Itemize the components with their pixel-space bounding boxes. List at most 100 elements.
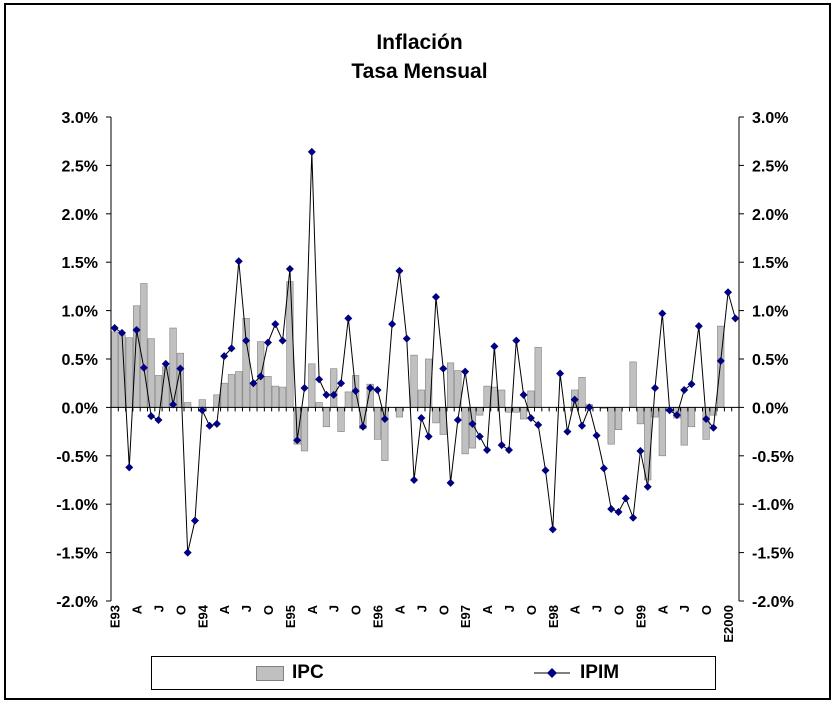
marker-ipim	[621, 494, 630, 503]
marker-ipim	[548, 525, 557, 534]
x-tick-label: E2000	[721, 605, 736, 643]
marker-ipim	[220, 352, 229, 361]
marker-ipim	[431, 293, 440, 302]
marker-ipim	[439, 364, 448, 373]
legend-item-ipc: IPC	[256, 657, 324, 689]
x-tick-label: A	[655, 604, 670, 614]
bar-ipc	[680, 407, 688, 446]
y-tick-label-left: 0.5%	[62, 352, 98, 369]
marker-ipim	[242, 336, 251, 345]
bar-ipc	[235, 371, 243, 408]
y-tick-label-left: -2.0%	[56, 594, 98, 611]
marker-ipim	[110, 324, 119, 333]
bar-ipc	[658, 407, 666, 457]
bar-ipc	[220, 382, 228, 408]
y-tick-label-right: 0.5%	[752, 352, 788, 369]
bar-ipc	[271, 385, 279, 408]
marker-ipim	[161, 359, 170, 368]
x-tick-label: J	[502, 605, 517, 612]
bar-ipc	[147, 338, 155, 408]
x-tick-label: A	[480, 604, 495, 614]
x-tick-label: O	[173, 605, 188, 615]
bar-ipc	[476, 407, 484, 416]
marker-ipim	[198, 406, 207, 415]
bar-ipc	[198, 399, 206, 408]
marker-ipim	[424, 432, 433, 441]
marker-ipim	[643, 482, 652, 491]
x-tick-label: E94	[195, 604, 210, 628]
marker-ipim	[351, 386, 360, 395]
x-tick-label: J	[151, 605, 166, 612]
legend-item-ipim: IPIM	[532, 657, 619, 689]
marker-ipim	[599, 464, 608, 473]
marker-ipim	[716, 356, 725, 365]
bar-ipc	[140, 283, 148, 408]
bar-ipc	[519, 407, 528, 420]
marker-ipim	[687, 380, 696, 389]
legend-swatch-ipim	[534, 668, 570, 678]
marker-ipim	[212, 419, 221, 428]
marker-ipim	[483, 445, 492, 454]
bar-ipc	[322, 407, 331, 428]
marker-ipim	[139, 363, 148, 372]
bar-ipc	[395, 407, 404, 418]
legend-swatch-ipc	[256, 665, 284, 681]
y-tick-label-right: 2.0%	[752, 207, 788, 224]
marker-ipim	[169, 400, 178, 409]
chart-title-line1: Inflación	[376, 31, 463, 54]
marker-ipim	[592, 431, 601, 440]
marker-ipim	[578, 421, 586, 430]
marker-ipim	[490, 342, 499, 351]
x-tick-label: A	[217, 604, 232, 614]
y-tick-label-right: 1.5%	[752, 255, 788, 272]
bar-ipc	[512, 407, 520, 413]
bar-ipc	[264, 376, 272, 408]
bar-ipc	[111, 331, 119, 408]
y-tick-label-left: 1.5%	[62, 255, 98, 272]
marker-ipim	[556, 369, 565, 378]
marker-ipim	[417, 414, 426, 423]
marker-ipim	[658, 309, 667, 318]
y-tick-label-right: 3.0%	[752, 110, 788, 127]
marker-ipim	[373, 385, 382, 394]
y-tick-label-right: -0.5%	[752, 449, 794, 466]
marker-ipim	[322, 390, 331, 399]
y-tick-label-left: 1.0%	[62, 304, 98, 321]
marker-ipim	[607, 505, 616, 514]
marker-ipim	[461, 367, 470, 376]
x-tick-label: E99	[633, 605, 648, 628]
chart-subtitle: Tasa Mensual	[351, 60, 488, 83]
marker-ipim	[475, 432, 484, 441]
y-tick-label-left: 2.0%	[62, 207, 98, 224]
bar-ipc	[483, 385, 491, 408]
marker-ipim	[344, 314, 353, 323]
bar-ipc	[279, 386, 287, 408]
marker-ipim	[249, 379, 258, 388]
marker-ipim	[446, 478, 455, 487]
marker-ipim	[694, 322, 703, 331]
marker-ipim	[293, 436, 302, 445]
marker-ipim	[453, 415, 462, 424]
marker-ipim	[125, 463, 134, 472]
x-tick-label: J	[590, 605, 605, 612]
marker-ipim	[380, 415, 389, 424]
marker-ipim	[680, 385, 689, 394]
bar-ipc	[242, 318, 250, 408]
line-ipim	[114, 151, 736, 553]
bar-ipc	[337, 407, 345, 432]
x-tick-label: O	[612, 605, 627, 615]
marker-ipim	[337, 379, 346, 388]
bar-ipc	[446, 362, 455, 408]
marker-ipim	[629, 513, 638, 522]
marker-ipim	[665, 406, 674, 415]
bar-ipc	[184, 402, 192, 408]
marker-ipim	[227, 344, 236, 353]
bar-ipc	[636, 407, 645, 425]
x-tick-label: A	[392, 604, 407, 614]
marker-ipim	[570, 395, 579, 404]
bar-ipc	[702, 407, 710, 440]
marker-ipim	[183, 548, 192, 557]
marker-ipim	[468, 419, 477, 428]
x-tick-label: J	[677, 605, 692, 612]
x-tick-label: A	[568, 604, 583, 614]
